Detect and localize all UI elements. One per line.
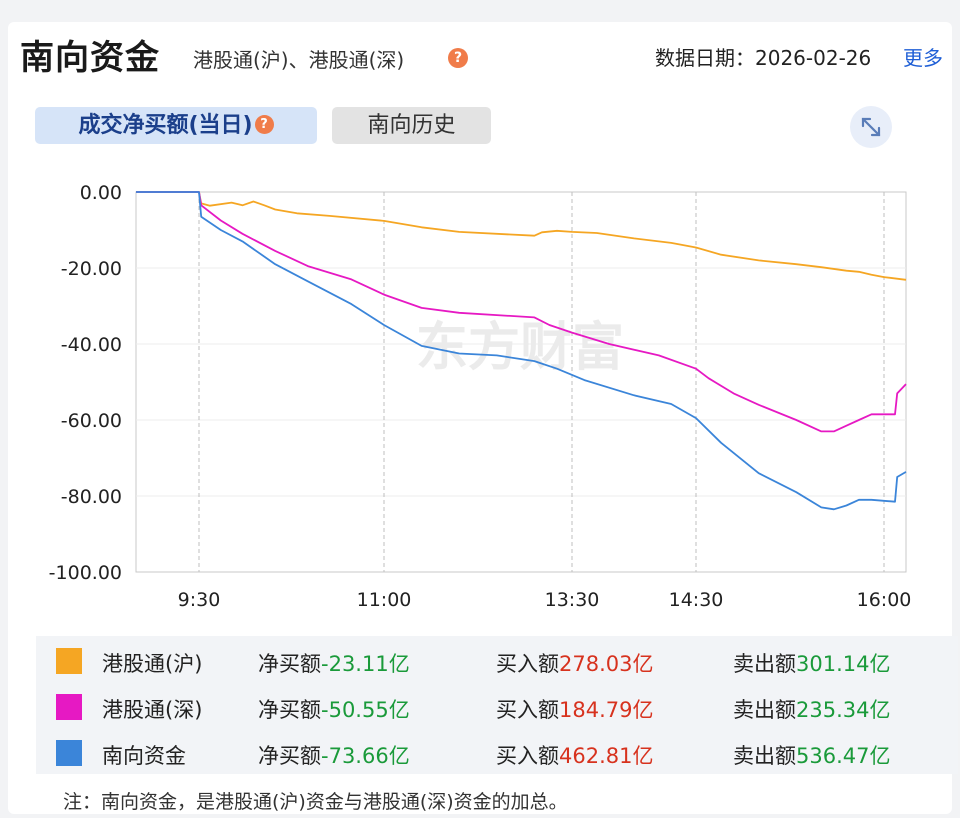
legend-name: 南向资金 [102,744,186,768]
x-tick-label: 9:30 [178,589,221,611]
legend-table: 港股通(沪) 净买额-23.11亿 买入额278.03亿 卖出额301.14亿 … [36,636,958,774]
data-date: 数据日期：2026-02-26 [655,46,872,70]
expand-button[interactable] [850,106,892,148]
legend-name: 港股通(沪) [102,652,203,676]
y-tick-label: -40.00 [61,334,122,356]
footnote: 注：南向资金，是港股通(沪)资金与港股通(深)资金的加总。 [63,791,568,813]
tab-label: 成交净买额(当日) [78,113,253,138]
legend-name: 港股通(深) [102,698,203,722]
y-tick-label: -20.00 [61,258,122,280]
x-tick-label: 13:30 [545,589,600,611]
tab-southbound-history[interactable]: 南向历史 [332,107,491,144]
expand-icon [861,117,881,137]
legend-swatch [56,648,82,674]
legend-row: 港股通(深) 净买额-50.55亿 买入额184.79亿 卖出额235.34亿 [36,684,958,730]
series-line-1 [136,191,907,433]
y-tick-label: -100.00 [49,562,122,584]
x-tick-label: 16:00 [857,589,912,611]
y-tick-label: -60.00 [61,410,122,432]
series-line-2 [136,191,907,511]
y-tick-label: 0.00 [80,182,122,204]
buy-amount: 买入额184.79亿 [496,698,654,722]
help-icon[interactable]: ? [448,48,468,68]
help-icon[interactable]: ? [254,114,274,134]
buy-amount: 买入额462.81亿 [496,744,654,768]
more-link[interactable]: 更多 [903,46,943,70]
tab-net-buy-today[interactable]: 成交净买额(当日)? [35,107,317,144]
legend-row: 港股通(沪) 净买额-23.11亿 买入额278.03亿 卖出额301.14亿 [36,638,958,684]
page-subtitle: 港股通(沪)、港股通(深) [193,48,405,72]
y-tick-label: -80.00 [61,486,122,508]
page-title: 南向资金 [20,38,160,78]
net-buy: 净买额-73.66亿 [258,744,410,768]
series-line-0 [136,191,907,281]
x-tick-label: 14:30 [669,589,724,611]
plot-frame [135,191,907,573]
tab-label: 南向历史 [367,113,456,138]
legend-swatch [56,740,82,766]
legend-row: 南向资金 净买额-73.66亿 买入额462.81亿 卖出额536.47亿 [36,730,958,776]
sell-amount: 卖出额536.47亿 [733,744,891,768]
sell-amount: 卖出额235.34亿 [733,698,891,722]
buy-amount: 买入额278.03亿 [496,652,654,676]
sell-amount: 卖出额301.14亿 [733,652,891,676]
x-tick-label: 11:00 [357,589,412,611]
net-buy: 净买额-23.11亿 [258,652,410,676]
legend-swatch [56,694,82,720]
net-buy: 净买额-50.55亿 [258,698,410,722]
line-chart: 东方财富 0.00 -20.00 -40.00 -60.00 -80.00 -100.00… [49,182,912,611]
watermark: 东方财富 [416,318,624,378]
